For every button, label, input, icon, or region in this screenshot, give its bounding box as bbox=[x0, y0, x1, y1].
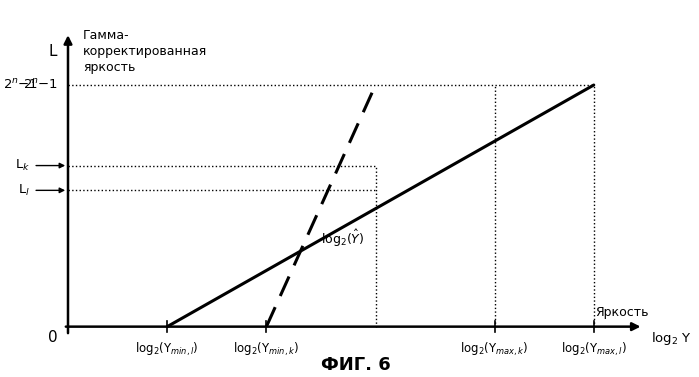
Text: Гамма-
корректированная
яркость: Гамма- корректированная яркость bbox=[83, 29, 207, 74]
Text: L: L bbox=[49, 44, 57, 59]
Text: L$_l$: L$_l$ bbox=[18, 183, 30, 198]
Text: log$_2$ Y: log$_2$ Y bbox=[651, 330, 692, 347]
Text: 2$^n$−1: 2$^n$−1 bbox=[23, 78, 58, 92]
Text: log$_2$(Y$_{max,k}$): log$_2$(Y$_{max,k}$) bbox=[461, 340, 528, 358]
Text: log$_2$($\hat{Y}$): log$_2$($\hat{Y}$) bbox=[321, 228, 364, 249]
Text: ФИГ. 6: ФИГ. 6 bbox=[321, 356, 391, 374]
Text: L$_k$: L$_k$ bbox=[15, 158, 30, 173]
Text: log$_2$(Y$_{min,l}$): log$_2$(Y$_{min,l}$) bbox=[136, 340, 199, 358]
Text: log$_2$(Y$_{max,l}$): log$_2$(Y$_{max,l}$) bbox=[561, 340, 627, 358]
Text: log$_2$(Y$_{min,k}$): log$_2$(Y$_{min,k}$) bbox=[233, 340, 299, 358]
Text: 0: 0 bbox=[48, 330, 58, 345]
Text: Яркость: Яркость bbox=[595, 306, 649, 319]
Text: 2$^n$−1: 2$^n$−1 bbox=[3, 78, 38, 92]
